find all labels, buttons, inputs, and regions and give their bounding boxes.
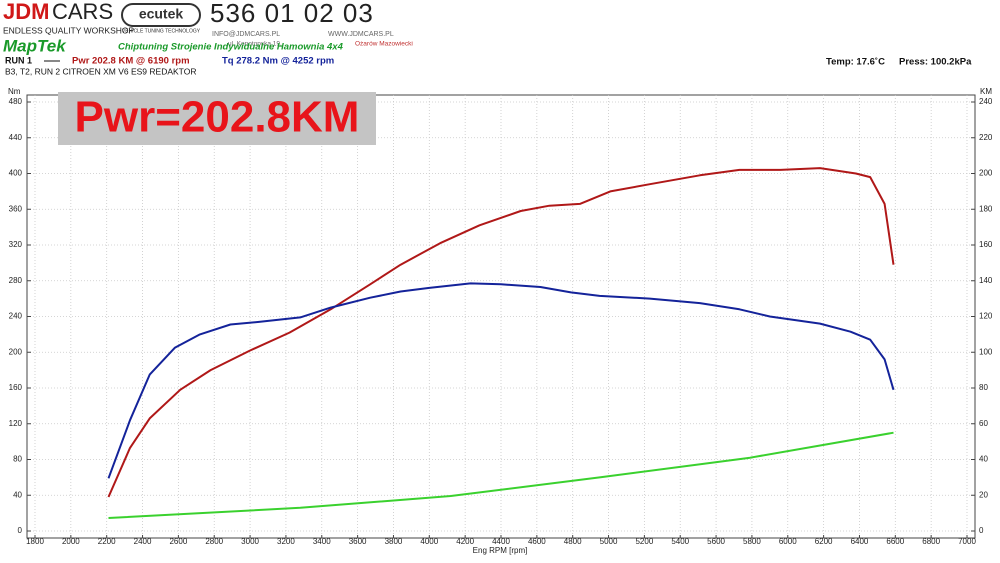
y2-tick-label: 200 — [979, 169, 993, 178]
x-tick-label: 2000 — [62, 537, 80, 546]
series-line — [107, 167, 895, 498]
x-tick-label: 6800 — [922, 537, 940, 546]
x-tick-label: 5400 — [671, 537, 689, 546]
y-tick-label: 360 — [9, 204, 23, 213]
y-tick-label: 200 — [9, 347, 23, 356]
x-tick-label: 6400 — [851, 537, 869, 546]
x-tick-label: 6600 — [886, 537, 904, 546]
x-tick-label: 5600 — [707, 537, 725, 546]
x-tick-label: 3000 — [241, 537, 259, 546]
x-axis-label: Eng RPM [rpm] — [473, 546, 528, 555]
x-tick-label: 1800 — [26, 537, 44, 546]
temperature: Temp: 17.6˚C — [826, 57, 885, 68]
services: Chiptuning Strojenie Indywidualne Hamown… — [118, 42, 344, 53]
series-line — [108, 431, 894, 519]
y-tick-label: 240 — [9, 312, 23, 321]
x-tick-label: 5000 — [600, 537, 618, 546]
website: WWW.JDMCARS.PL — [328, 31, 394, 38]
y2-tick-label: 220 — [979, 133, 993, 142]
phone: 536 01 02 03 — [210, 0, 374, 28]
y2-tick-label: 140 — [979, 276, 993, 285]
maptek-logo: MapTek — [3, 36, 67, 55]
x-tick-label: 3400 — [313, 537, 331, 546]
y2-tick-label: 80 — [979, 383, 988, 392]
ecutek-badge — [121, 3, 201, 27]
x-tick-label: 3800 — [385, 537, 403, 546]
legend-entry: Tq 278.2 Nm @ 4252 rpm — [222, 56, 334, 67]
x-tick-label: 7000 — [958, 537, 976, 546]
y2-tick-label: 40 — [979, 455, 988, 464]
y2-tick-label: 180 — [979, 204, 993, 213]
y2-tick-label: 0 — [979, 526, 984, 535]
x-tick-label: 5800 — [743, 537, 761, 546]
ecutek-logo: ecutek — [139, 6, 184, 22]
y2-tick-label: 240 — [979, 97, 993, 106]
x-tick-label: 3200 — [277, 537, 295, 546]
logo-part: CARS — [52, 0, 113, 24]
x-tick-label: 2200 — [98, 537, 116, 546]
x-tick-label: 5200 — [635, 537, 653, 546]
city: Ożarów Mazowiecki — [355, 41, 413, 48]
annotation: Pwr=202.8KM — [75, 93, 360, 142]
x-tick-label: 2600 — [169, 537, 187, 546]
y2-tick-label: 100 — [979, 347, 993, 356]
x-tick-label: 6200 — [815, 537, 833, 546]
series-line — [107, 282, 895, 479]
y-tick-label: 440 — [9, 133, 23, 142]
x-tick-label: 4600 — [528, 537, 546, 546]
y-tick-label: 400 — [9, 169, 23, 178]
y-axis-label: Nm — [8, 87, 21, 96]
logo-tagline: ENDLESS QUALITY WORKSHOP — [3, 25, 134, 35]
x-tick-label: 3600 — [349, 537, 367, 546]
annotation-box — [58, 92, 376, 145]
y-tick-label: 160 — [9, 383, 23, 392]
x-tick-label: 2800 — [205, 537, 223, 546]
ecutek-tagline: VEHICLE TUNING TECHNOLOGY — [122, 28, 201, 34]
pressure: Press: 100.2kPa — [899, 57, 972, 68]
x-tick-label: 6000 — [779, 537, 797, 546]
y-tick-label: 40 — [13, 490, 22, 499]
run-description: B3, T2, RUN 2 CITROEN XM V6 ES9 REDAKTOR — [5, 66, 196, 76]
legend-entry: Pwr 202.8 KM @ 6190 rpm — [72, 56, 190, 67]
street: ul. Konotopska 19, — [228, 41, 282, 48]
y2-tick-label: 20 — [979, 490, 988, 499]
run-label: RUN 1 — [5, 55, 32, 65]
email: INFO@JDMCARS.PL — [212, 31, 280, 38]
x-tick-label: 4200 — [456, 537, 474, 546]
x-tick-label: 4400 — [492, 537, 510, 546]
y-tick-label: 320 — [9, 240, 23, 249]
y-tick-label: 280 — [9, 276, 23, 285]
header: JDM CARS ENDLESS QUALITY WORKSHOP ecutek… — [3, 0, 972, 76]
y-tick-label: 0 — [18, 526, 23, 535]
y2-tick-label: 60 — [979, 419, 988, 428]
x-tick-label: 4800 — [564, 537, 582, 546]
logo-part: JDM — [3, 0, 49, 24]
y-tick-label: 120 — [9, 419, 23, 428]
y-tick-label: 480 — [9, 97, 23, 106]
y2-tick-label: 160 — [979, 240, 993, 249]
x-tick-label: 4000 — [420, 537, 438, 546]
y2-tick-label: 120 — [979, 312, 993, 321]
y2-axis-label: KM — [980, 87, 992, 96]
x-tick-label: 2400 — [134, 537, 152, 546]
y-tick-label: 80 — [13, 455, 22, 464]
